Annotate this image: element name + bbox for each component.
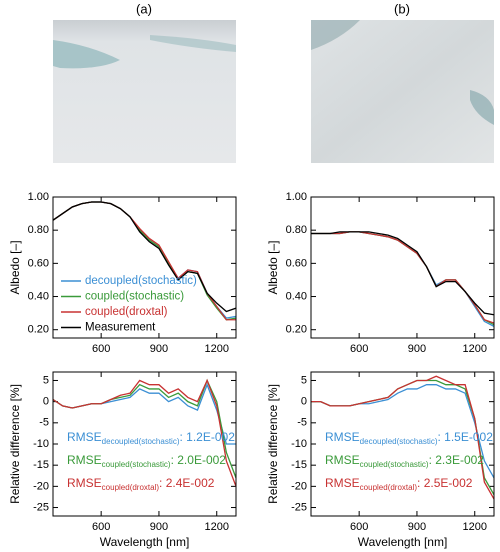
x-tick-label: 1200: [204, 343, 228, 355]
x-tick-label: 600: [350, 521, 368, 533]
plot-frame: [52, 371, 237, 517]
annotation-part: : 2.0E-002: [171, 453, 227, 467]
annotation-part: : 2.3E-002: [429, 453, 485, 467]
x-tick-label: 900: [150, 521, 168, 533]
x-axis-label: Wavelength [nm]: [358, 535, 448, 549]
rmse-annotation: RMSEdecoupled(stochastic): 1.2E-002: [67, 430, 235, 446]
photo: [53, 20, 236, 163]
annotation-part: : 1.5E-002: [438, 430, 494, 444]
data-line: [53, 201, 236, 313]
data-line: [311, 231, 494, 324]
y-tick-label: 0.60: [286, 257, 307, 269]
annotation-part: decoupled(stochastic): [360, 437, 438, 446]
y-tick-label: -20: [291, 480, 307, 492]
rmse-annotation: RMSEcoupled(droxtal): 2.5E-002: [325, 476, 473, 492]
data-line: [53, 378, 236, 487]
y-axis-label: Albedo [–]: [8, 240, 22, 294]
panel-label: (b): [394, 1, 410, 16]
annotation-part: coupled(stochastic): [102, 460, 171, 469]
plot-frame: [52, 196, 237, 339]
legend-label: coupled(stochastic): [85, 291, 184, 303]
x-tick-label: 600: [92, 521, 110, 533]
y-tick-label: -10: [291, 438, 307, 450]
annotation-part: coupled(droxtal): [102, 483, 160, 492]
data-line: [311, 231, 494, 327]
y-axis-label: Albedo [–]: [266, 240, 280, 294]
plot-frame: [310, 371, 495, 517]
annotation-part: RMSE: [325, 430, 360, 444]
annotation-part: RMSE: [67, 476, 102, 490]
annotation-part: RMSE: [325, 476, 360, 490]
y-axis-label: Relative difference [%]: [8, 384, 22, 504]
rmse-annotation: RMSEcoupled(stochastic): 2.0E-002: [67, 453, 226, 469]
x-tick-label: 600: [350, 343, 368, 355]
y-tick-label: 1.00: [286, 191, 307, 203]
x-tick-label: 1200: [204, 521, 228, 533]
y-tick-label: -15: [291, 459, 307, 471]
legend-label: coupled(droxtal): [85, 306, 168, 318]
y-tick-label: 0.40: [286, 290, 307, 302]
x-tick-label: 900: [150, 343, 168, 355]
annotation-part: : 2.5E-002: [417, 476, 473, 490]
annotation-part: RMSE: [325, 453, 360, 467]
annotation-part: : 1.2E-002: [180, 430, 236, 444]
y-tick-label: -5: [297, 417, 307, 429]
y-axis-label: Relative difference [%]: [266, 384, 280, 504]
annotation-part: RMSE: [67, 430, 102, 444]
legend-label: decoupled(stochastic): [85, 275, 197, 287]
annotation-part: coupled(droxtal): [360, 483, 418, 492]
data-line: [311, 375, 494, 500]
annotation-part: decoupled(stochastic): [102, 437, 180, 446]
x-tick-label: 900: [408, 343, 426, 355]
y-tick-label: -25: [33, 501, 49, 513]
y-tick-label: 0: [43, 396, 49, 408]
y-tick-label: -10: [33, 438, 49, 450]
y-tick-label: 0.80: [28, 224, 49, 236]
y-tick-label: 5: [43, 374, 49, 386]
x-tick-label: 1200: [462, 521, 486, 533]
y-tick-label: 0.80: [286, 224, 307, 236]
annotation-part: : 2.4E-002: [159, 476, 215, 490]
x-tick-label: 600: [92, 343, 110, 355]
y-tick-label: 0.60: [28, 257, 49, 269]
photo: [311, 20, 494, 163]
rmse-annotation: RMSEcoupled(droxtal): 2.4E-002: [67, 476, 215, 492]
x-axis-label: Wavelength [nm]: [100, 535, 190, 549]
data-line: [311, 231, 494, 326]
y-tick-label: 5: [301, 374, 307, 386]
y-tick-label: 0.40: [28, 290, 49, 302]
x-tick-label: 1200: [462, 343, 486, 355]
y-tick-label: 0.20: [286, 324, 307, 336]
y-tick-label: -15: [33, 459, 49, 471]
y-tick-label: -20: [33, 480, 49, 492]
y-tick-label: 1.00: [28, 191, 49, 203]
y-tick-label: -25: [291, 501, 307, 513]
y-tick-label: 0.20: [28, 324, 49, 336]
x-tick-label: 900: [408, 521, 426, 533]
y-tick-label: 0: [301, 396, 307, 408]
rmse-annotation: RMSEcoupled(stochastic): 2.3E-002: [325, 453, 484, 469]
legend-label: Measurement: [85, 322, 156, 334]
annotation-part: RMSE: [67, 453, 102, 467]
annotation-part: coupled(stochastic): [360, 460, 429, 469]
data-line: [311, 231, 494, 316]
plot-frame: [310, 196, 495, 339]
panel-label: (a): [136, 1, 152, 16]
y-tick-label: -5: [39, 417, 49, 429]
rmse-annotation: RMSEdecoupled(stochastic): 1.5E-002: [325, 430, 493, 446]
